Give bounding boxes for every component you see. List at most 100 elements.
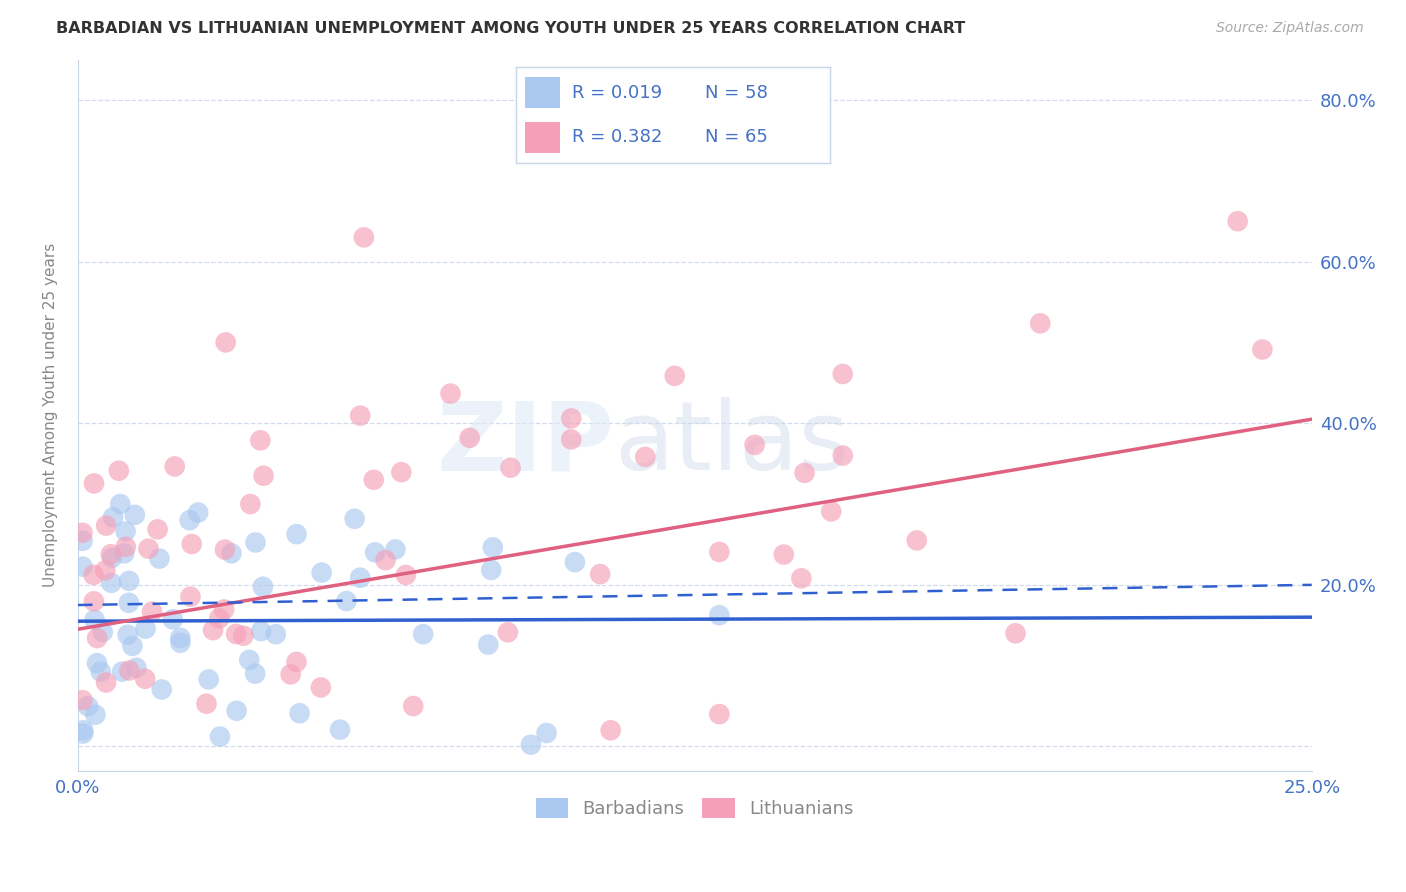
Point xyxy=(110,497,132,511)
Point xyxy=(214,542,236,557)
Point xyxy=(252,468,274,483)
Point xyxy=(599,723,621,738)
Point xyxy=(402,699,425,714)
Point xyxy=(250,624,273,639)
Point xyxy=(117,628,139,642)
Point xyxy=(831,367,853,381)
Point xyxy=(560,411,582,425)
Point xyxy=(179,590,201,604)
Text: Source: ZipAtlas.com: Source: ZipAtlas.com xyxy=(1216,21,1364,35)
Point xyxy=(162,612,184,626)
Point xyxy=(412,627,434,641)
Point xyxy=(90,665,112,679)
Point xyxy=(118,664,141,678)
Point xyxy=(793,466,815,480)
Point xyxy=(118,574,141,588)
Point xyxy=(496,625,519,640)
Point xyxy=(243,666,266,681)
Point xyxy=(374,553,396,567)
Point xyxy=(309,681,332,695)
Text: ZIP: ZIP xyxy=(436,397,614,490)
Y-axis label: Unemployment Among Youth under 25 years: Unemployment Among Youth under 25 years xyxy=(44,243,58,587)
Point xyxy=(202,623,225,637)
Point xyxy=(709,707,731,722)
Point xyxy=(86,656,108,670)
Point xyxy=(634,450,657,464)
Point xyxy=(349,409,371,423)
Point xyxy=(83,567,105,582)
Point xyxy=(349,571,371,585)
Point xyxy=(285,655,308,669)
Point xyxy=(364,545,387,559)
Point xyxy=(905,533,928,548)
Point xyxy=(187,506,209,520)
Point xyxy=(197,673,219,687)
Point xyxy=(212,602,235,616)
Point xyxy=(83,613,105,627)
Point xyxy=(146,522,169,536)
Point xyxy=(744,438,766,452)
Point xyxy=(1251,343,1274,357)
Text: atlas: atlas xyxy=(614,397,849,490)
Point xyxy=(148,551,170,566)
Point xyxy=(163,459,186,474)
Point xyxy=(221,546,243,560)
Point xyxy=(499,460,522,475)
Point xyxy=(238,653,260,667)
Point xyxy=(72,559,94,574)
Point xyxy=(94,675,117,690)
Point xyxy=(100,547,122,561)
Point xyxy=(114,540,136,554)
Point xyxy=(101,510,124,524)
Point xyxy=(353,230,375,244)
Point xyxy=(709,608,731,623)
Point xyxy=(288,706,311,721)
Point xyxy=(363,473,385,487)
Point xyxy=(150,682,173,697)
Point xyxy=(560,433,582,447)
Point xyxy=(225,627,247,641)
Point xyxy=(772,548,794,562)
Point xyxy=(72,525,94,540)
Point xyxy=(232,629,254,643)
Point xyxy=(179,513,201,527)
Point xyxy=(91,624,114,639)
Point xyxy=(134,672,156,686)
Point xyxy=(245,535,267,549)
Point xyxy=(208,730,231,744)
Point xyxy=(118,596,141,610)
Point xyxy=(477,638,499,652)
Point xyxy=(264,627,287,641)
Point xyxy=(389,465,412,479)
Point xyxy=(482,541,505,555)
Point xyxy=(536,726,558,740)
Point xyxy=(72,693,94,707)
Point xyxy=(83,476,105,491)
Point xyxy=(77,699,100,714)
Point xyxy=(72,533,94,548)
Point xyxy=(141,605,163,619)
Point xyxy=(280,667,302,681)
Point xyxy=(225,704,247,718)
Point xyxy=(215,335,238,350)
Point xyxy=(138,541,160,556)
Point xyxy=(239,497,262,511)
Point xyxy=(84,707,107,722)
Point xyxy=(252,580,274,594)
Point xyxy=(285,527,308,541)
Point xyxy=(709,545,731,559)
Point xyxy=(111,665,134,679)
Point xyxy=(125,661,148,675)
Point xyxy=(1004,626,1026,640)
Point xyxy=(100,575,122,590)
Point xyxy=(108,464,131,478)
Point xyxy=(439,386,461,401)
Point xyxy=(335,594,357,608)
Point xyxy=(458,431,481,445)
Point xyxy=(169,636,191,650)
Point xyxy=(384,542,406,557)
Point xyxy=(72,723,94,738)
Point xyxy=(72,726,94,740)
Point xyxy=(96,518,118,533)
Point xyxy=(83,594,105,608)
